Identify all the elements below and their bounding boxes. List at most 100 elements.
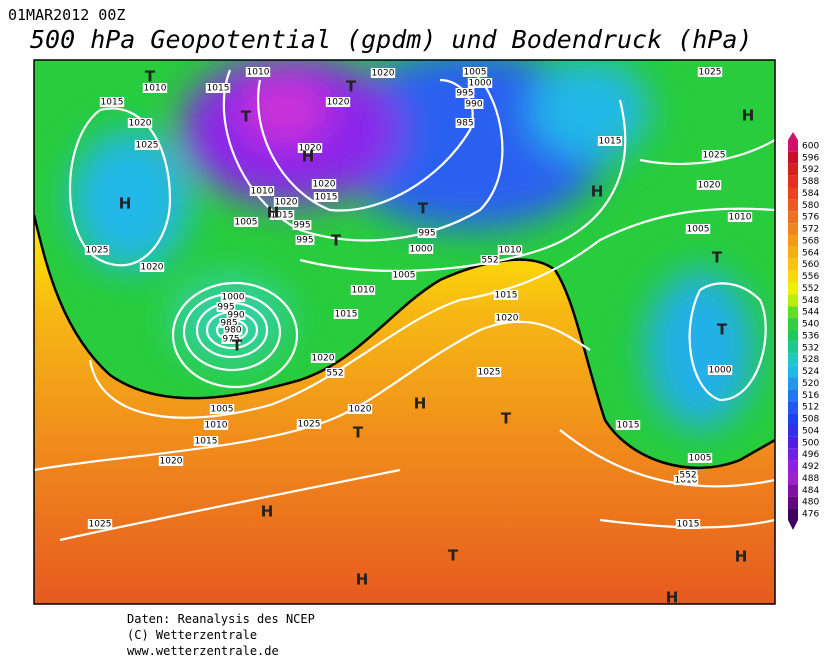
- colorbar-swatch: [788, 246, 798, 259]
- pressure-center: H: [735, 548, 748, 566]
- isobars: [34, 69, 775, 542]
- isobar-label: 1005: [393, 271, 416, 281]
- isobar-label: 1005: [235, 218, 258, 228]
- pressure-center: T: [353, 424, 364, 442]
- isobar-label: 1000: [709, 366, 732, 376]
- pressure-center: T: [232, 337, 243, 355]
- isobar-label: 1025: [703, 151, 726, 161]
- label-background: [295, 235, 315, 245]
- geopotential-label: 552: [679, 471, 696, 481]
- isobar-label: 1020: [327, 98, 350, 108]
- isobar-label: 1020: [141, 263, 164, 273]
- isobar-label: 1015: [677, 520, 700, 530]
- label-background: [391, 270, 417, 280]
- colorbar-tick-label: 504: [802, 426, 819, 436]
- pressure-center: T: [331, 232, 342, 250]
- pressure-center: T: [418, 200, 429, 218]
- isobar-label: 1015: [495, 291, 518, 301]
- isobar-label: 1010: [499, 246, 522, 256]
- label-background: [87, 519, 113, 529]
- isobar-label: 1025: [89, 520, 112, 530]
- colorbar-swatch: [788, 365, 798, 378]
- colorbar-tick-label: 596: [802, 153, 819, 163]
- colorbar-tick-label: 544: [802, 308, 819, 318]
- label-background: [209, 404, 235, 414]
- pressure-center: H: [591, 183, 604, 201]
- label-background: [325, 97, 351, 107]
- map-date: 01MAR2012 00Z: [8, 6, 125, 24]
- pressure-center: T: [346, 78, 357, 96]
- colorbar-tick-label: 568: [802, 236, 819, 246]
- label-background: [467, 78, 493, 88]
- colorbar-swatch: [788, 436, 798, 449]
- colorbar-tick-label: 516: [802, 391, 819, 401]
- isobar-label: 1025: [86, 246, 109, 256]
- footer-line: Daten: Reanalysis des NCEP: [127, 612, 315, 626]
- label-background: [462, 67, 488, 77]
- colorbar-tick-label: 580: [802, 201, 819, 211]
- label-background: [497, 245, 523, 255]
- pressure-center: T: [145, 68, 156, 86]
- colorbar-tick-label: 492: [802, 462, 819, 472]
- label-background: [127, 118, 153, 128]
- isobar-label: 1020: [160, 457, 183, 467]
- isobar-label: 1020: [275, 198, 298, 208]
- pressure-center: H: [302, 148, 315, 166]
- label-background: [417, 228, 437, 238]
- colorbar-tick-label: 576: [802, 213, 819, 223]
- label-background: [203, 420, 229, 430]
- label-background: [687, 453, 713, 463]
- colorbar-swatch: [788, 235, 798, 247]
- pressure-center: T: [241, 108, 252, 126]
- colorbar-swatch: [788, 413, 798, 425]
- isobar-label: 1015: [617, 421, 640, 431]
- label-background: [219, 318, 239, 328]
- isobar-label: 1000: [410, 245, 433, 255]
- colorbar-tick-label: 552: [802, 284, 819, 294]
- label-background: [408, 244, 434, 254]
- colorbar-arrow-top: [788, 132, 798, 140]
- colorbar-tick-label: 600: [802, 141, 819, 151]
- colorbar-tick-label: 548: [802, 296, 819, 306]
- colorbar-tick-label: 560: [802, 260, 819, 270]
- colorbar-swatch: [788, 175, 798, 188]
- pressure-center: H: [267, 204, 280, 222]
- isobar-label: 1020: [313, 180, 336, 190]
- isobar-label: 1005: [687, 225, 710, 235]
- label-background: [216, 302, 236, 312]
- colorbar-tick-label: 496: [802, 450, 819, 460]
- colorbar-swatch: [788, 199, 798, 212]
- footer-line: www.wetterzentrale.de: [127, 644, 279, 658]
- colorbar-tick-label: 480: [802, 498, 819, 508]
- geopotential-label: 552: [481, 256, 498, 266]
- colorbar-swatch: [788, 425, 798, 437]
- isobar-label: 1015: [101, 98, 124, 108]
- pressure-center: T: [501, 410, 512, 428]
- colorbar-tick-label: 524: [802, 367, 819, 377]
- label-background: [134, 140, 160, 150]
- colorbar-tick-label: 532: [802, 343, 819, 353]
- isobar-label: 990: [465, 100, 482, 110]
- colorbar-swatch: [788, 140, 798, 152]
- isobar-label: 1025: [699, 68, 722, 78]
- colorbar-swatch: [788, 389, 798, 402]
- label-background: [84, 245, 110, 255]
- map-frame: [33, 59, 776, 605]
- colorbar-tick-label: 556: [802, 272, 819, 282]
- label-background: [701, 150, 727, 160]
- isobar-label: 995: [296, 236, 313, 246]
- pressure-center: T: [712, 249, 723, 267]
- label-background: [221, 334, 241, 344]
- colorbar-swatch: [788, 484, 798, 497]
- label-background: [455, 118, 475, 128]
- pressure-center: T: [448, 547, 459, 565]
- colorbar-tick-label: 508: [802, 415, 819, 425]
- map-title: 500 hPa Geopotential (gpdm) und Bodendru…: [30, 25, 752, 54]
- pressure-center: H: [261, 503, 274, 521]
- label-background: [675, 519, 701, 529]
- label-background: [139, 262, 165, 272]
- colorbar-swatch: [788, 472, 798, 485]
- label-background: [269, 210, 295, 220]
